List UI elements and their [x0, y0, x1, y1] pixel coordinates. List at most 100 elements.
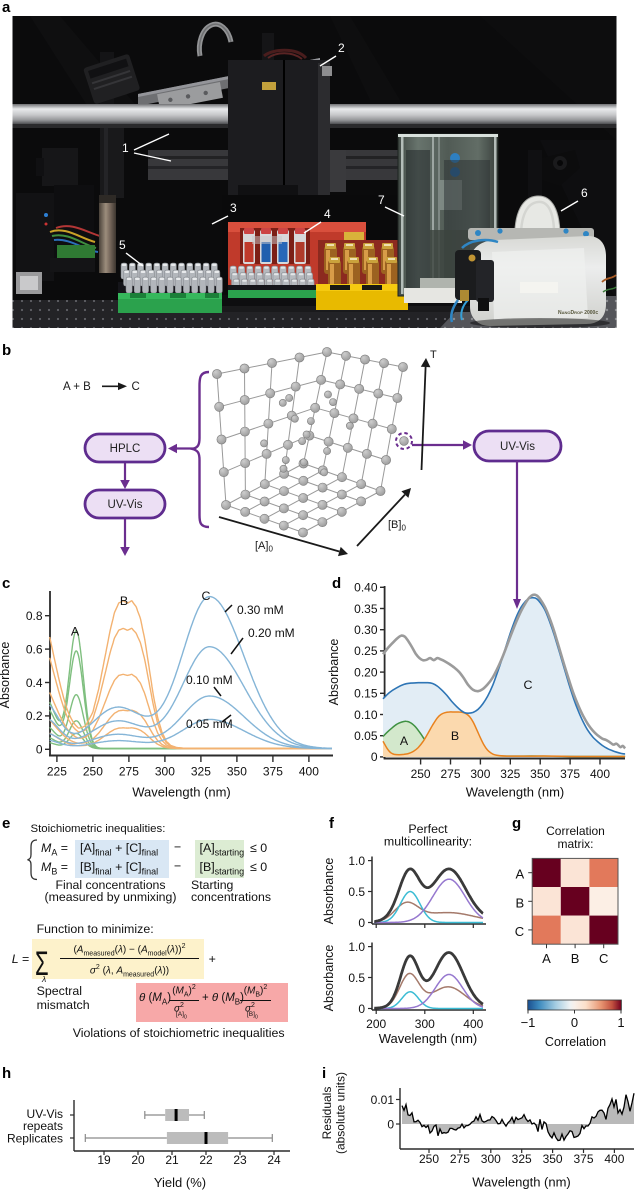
- svg-text:c: c: [2, 575, 10, 592]
- svg-text:375: 375: [573, 1152, 593, 1166]
- svg-text:a: a: [2, 0, 11, 16]
- svg-text:275: 275: [450, 1152, 470, 1166]
- svg-text:C: C: [599, 951, 608, 966]
- svg-text:0.20: 0.20: [354, 665, 378, 679]
- svg-text:−1: −1: [521, 1015, 536, 1030]
- svg-text:Replicates: Replicates: [7, 1132, 63, 1146]
- svg-text:Wavelength (nm): Wavelength (nm): [466, 785, 565, 800]
- svg-text:C: C: [524, 678, 533, 692]
- svg-text:325: 325: [500, 767, 520, 781]
- svg-text:2: 2: [338, 41, 345, 55]
- svg-text:0.25: 0.25: [354, 644, 378, 658]
- svg-text:20: 20: [131, 1153, 145, 1167]
- svg-text:[B]0: [B]0: [388, 519, 406, 533]
- svg-text:NANODROP 2000c: NANODROP 2000c: [558, 310, 598, 316]
- svg-text:i: i: [322, 1065, 326, 1082]
- svg-text:e: e: [2, 815, 10, 832]
- svg-text:0.10: 0.10: [354, 708, 378, 722]
- svg-text:A: A: [516, 867, 525, 882]
- svg-text:A: A: [71, 625, 80, 639]
- svg-text:Wavelength (nm): Wavelength (nm): [379, 1031, 478, 1046]
- svg-text:400: 400: [604, 1152, 624, 1166]
- svg-text:0: 0: [571, 1015, 578, 1030]
- svg-text:b: b: [2, 342, 11, 359]
- svg-text:0.01: 0.01: [371, 1093, 395, 1107]
- svg-text:B: B: [451, 729, 459, 743]
- svg-text:multicollinearity:: multicollinearity:: [384, 834, 472, 848]
- svg-text:0.6: 0.6: [26, 642, 43, 656]
- svg-text:400: 400: [463, 1017, 483, 1031]
- svg-text:Wavelength (nm): Wavelength (nm): [132, 785, 231, 800]
- svg-text:Absorbance: Absorbance: [327, 639, 341, 706]
- svg-text:0: 0: [371, 750, 378, 764]
- svg-text:300: 300: [470, 767, 490, 781]
- svg-text:repeats: repeats: [23, 1119, 63, 1133]
- svg-text:375: 375: [560, 767, 580, 781]
- svg-text:250: 250: [419, 1152, 439, 1166]
- svg-text:0.5: 0.5: [348, 971, 365, 985]
- svg-text:0.40: 0.40: [354, 581, 378, 595]
- svg-text:250: 250: [411, 767, 431, 781]
- svg-text:0.8: 0.8: [26, 609, 43, 623]
- svg-text:0.20 mM: 0.20 mM: [248, 626, 295, 640]
- svg-text:C: C: [132, 381, 140, 393]
- svg-text:Absorbance: Absorbance: [0, 642, 12, 709]
- svg-text:Absorbance: Absorbance: [322, 858, 336, 925]
- svg-text:19: 19: [97, 1153, 111, 1167]
- svg-text:0: 0: [387, 1117, 394, 1131]
- svg-text:A: A: [400, 734, 409, 748]
- svg-text:3: 3: [230, 201, 237, 215]
- svg-text:0.30: 0.30: [354, 623, 378, 637]
- svg-text:400: 400: [590, 767, 610, 781]
- svg-text:400: 400: [299, 765, 319, 779]
- svg-text:0.35: 0.35: [354, 602, 378, 616]
- svg-text:21: 21: [165, 1153, 179, 1167]
- svg-text:225: 225: [47, 765, 67, 779]
- svg-text:250: 250: [83, 765, 103, 779]
- svg-text:0.2: 0.2: [26, 709, 43, 723]
- svg-text:g: g: [512, 815, 521, 832]
- svg-text:Correlation: Correlation: [546, 824, 605, 838]
- svg-text:22: 22: [199, 1153, 213, 1167]
- svg-text:0.05 mM: 0.05 mM: [186, 717, 233, 731]
- svg-text:Correlation: Correlation: [545, 1035, 606, 1049]
- svg-text:(absolute units): (absolute units): [334, 1072, 348, 1154]
- svg-text:0.5: 0.5: [348, 885, 365, 899]
- svg-text:23: 23: [233, 1153, 247, 1167]
- svg-text:0: 0: [358, 1002, 365, 1016]
- svg-text:Perfect: Perfect: [408, 822, 448, 836]
- svg-text:275: 275: [119, 765, 139, 779]
- svg-text:Wavelength (nm): Wavelength (nm): [472, 1175, 571, 1190]
- svg-text:1: 1: [617, 1015, 624, 1030]
- svg-text:HPLC: HPLC: [110, 443, 141, 455]
- svg-text:1: 1: [122, 141, 129, 155]
- svg-text:300: 300: [415, 1017, 435, 1031]
- svg-text:Yield (%): Yield (%): [154, 1175, 206, 1190]
- svg-text:350: 350: [530, 767, 550, 781]
- svg-text:0.10 mM: 0.10 mM: [186, 673, 233, 687]
- svg-text:T: T: [430, 349, 437, 361]
- svg-text:C: C: [515, 924, 524, 939]
- svg-text:[A]0: [A]0: [255, 540, 273, 554]
- svg-text:7: 7: [378, 193, 385, 207]
- svg-text:375: 375: [263, 765, 283, 779]
- svg-text:A: A: [542, 951, 551, 966]
- svg-text:UV-Vis: UV-Vis: [500, 441, 535, 453]
- svg-text:0.4: 0.4: [26, 676, 43, 690]
- svg-text:0.30 mM: 0.30 mM: [237, 603, 284, 617]
- svg-text:C: C: [202, 589, 211, 603]
- svg-text:B: B: [571, 951, 580, 966]
- svg-text:B: B: [120, 594, 128, 608]
- svg-text:5: 5: [119, 238, 126, 252]
- svg-text:f: f: [329, 815, 335, 832]
- svg-text:0.15: 0.15: [354, 687, 378, 701]
- svg-text:Residuals: Residuals: [320, 1087, 334, 1140]
- svg-text:6: 6: [581, 186, 588, 200]
- svg-text:h: h: [2, 1065, 11, 1082]
- svg-text:B: B: [516, 895, 525, 910]
- svg-text:1.0: 1.0: [348, 854, 365, 868]
- svg-text:24: 24: [267, 1153, 281, 1167]
- svg-text:0: 0: [358, 916, 365, 930]
- svg-text:0.05: 0.05: [354, 729, 378, 743]
- svg-text:275: 275: [440, 767, 460, 781]
